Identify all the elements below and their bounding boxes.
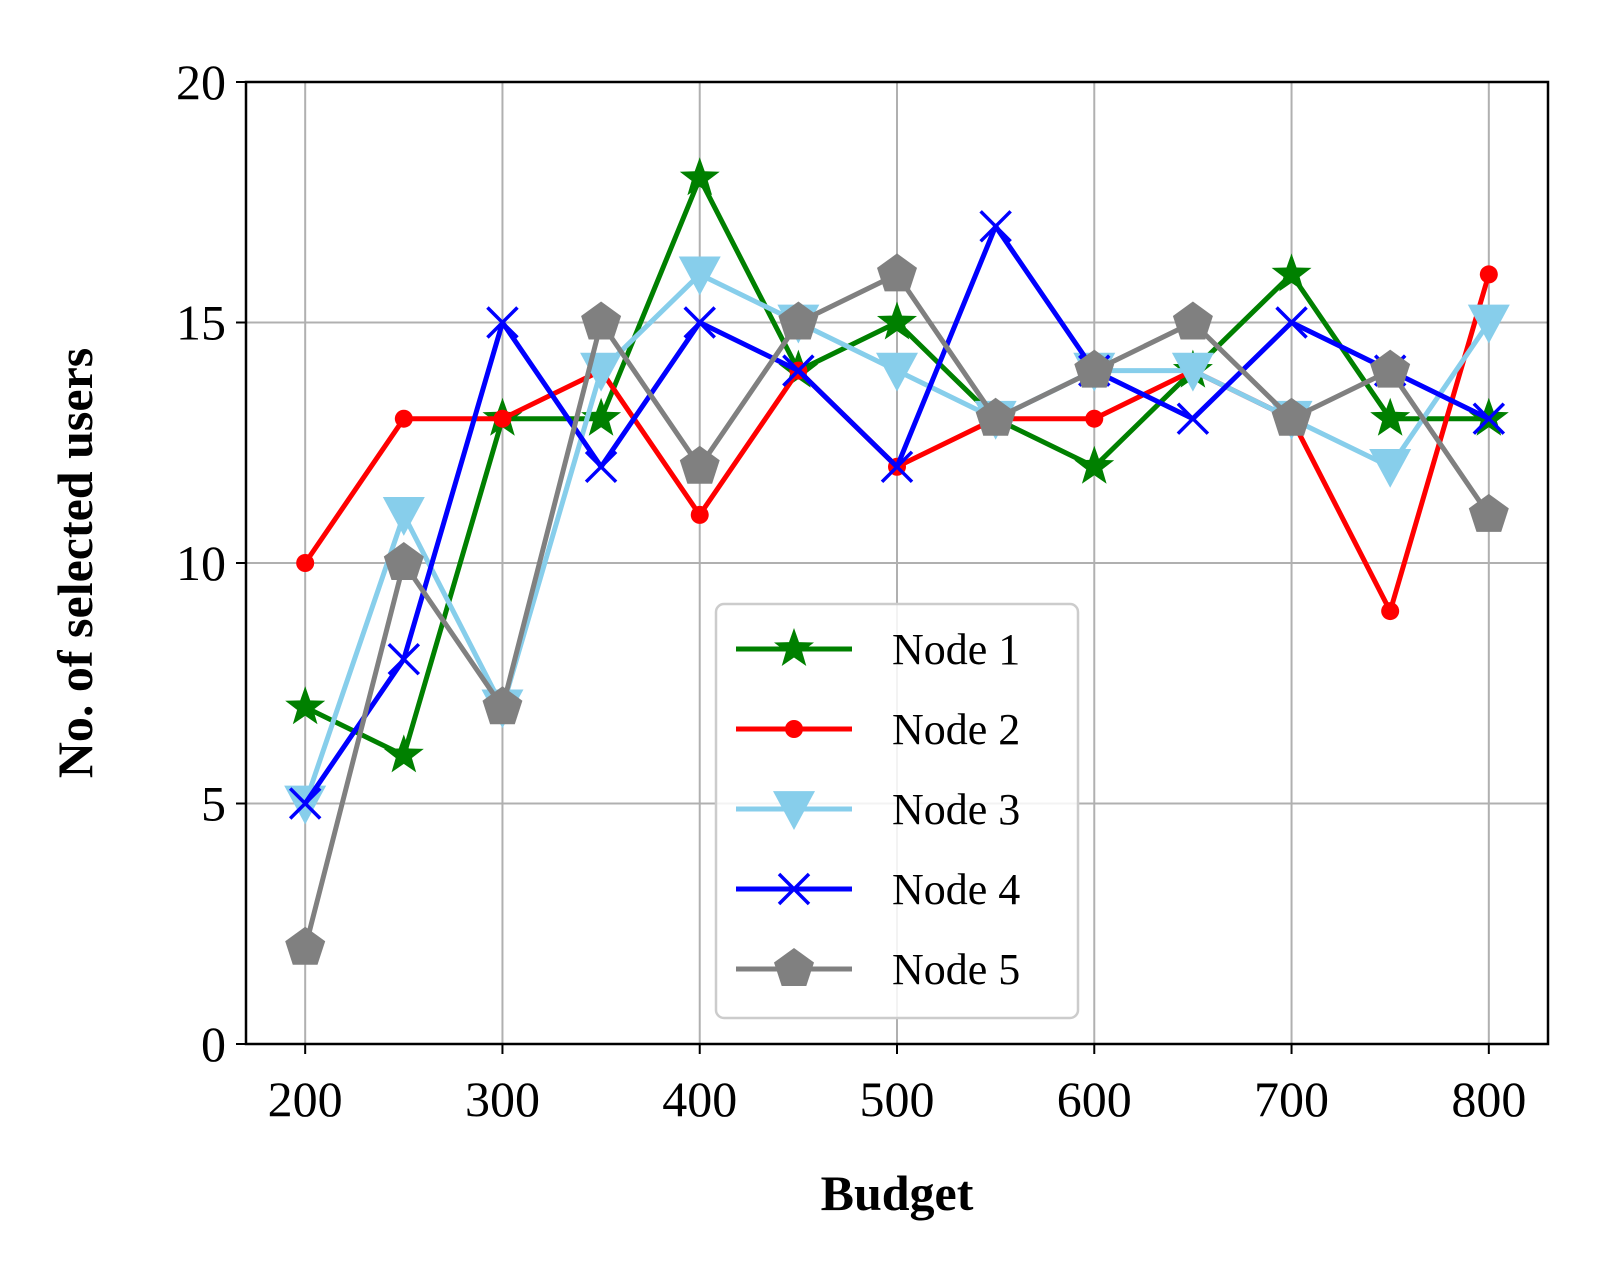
legend-item: Node 5 (736, 945, 1020, 994)
legend-marker (777, 872, 811, 906)
data-point (288, 787, 322, 820)
data-point (975, 397, 1016, 436)
data-point (683, 306, 716, 339)
data-point (383, 734, 424, 773)
legend-label: Node 5 (892, 945, 1020, 994)
legend-item: Node 1 (736, 625, 1020, 674)
data-point (679, 445, 720, 484)
legend-item: Node 3 (736, 785, 1020, 834)
y-axis-title: No. of selected users (47, 348, 103, 778)
data-point (1172, 301, 1213, 340)
data-point (1271, 397, 1312, 436)
legend-marker (774, 628, 814, 666)
data-point (482, 686, 523, 725)
data-point (1271, 253, 1312, 292)
data-point (782, 354, 815, 387)
data-point (778, 301, 819, 340)
data-point (584, 450, 618, 484)
series-layer (284, 157, 1510, 965)
data-point (1381, 602, 1400, 621)
axis-ticks: 200 300 400 500 600 700 800 0 5 10 15 20 (176, 54, 1526, 1127)
data-point (678, 256, 721, 296)
data-point (1467, 304, 1510, 344)
x-tick-label: 300 (465, 1071, 540, 1127)
x-tick-label: 600 (1057, 1071, 1132, 1127)
x-axis-title: Budget (821, 1165, 974, 1221)
data-point (1370, 397, 1411, 436)
legend-label: Node 4 (892, 865, 1020, 914)
y-tick-label: 10 (176, 535, 226, 591)
data-point (387, 642, 421, 676)
data-point (876, 352, 918, 392)
data-point (880, 450, 914, 484)
data-point (1085, 409, 1104, 428)
legend: Node 1 Node 2 Node 3 Node 4 Node 5 (714, 602, 1080, 1020)
data-point (979, 210, 1012, 243)
data-point (486, 306, 519, 339)
x-tick-label: 800 (1451, 1071, 1526, 1127)
data-point (1472, 402, 1506, 435)
data-point (1176, 402, 1210, 435)
legend-marker (774, 948, 814, 986)
data-point (1074, 445, 1115, 484)
legend-label: Node 1 (892, 625, 1020, 674)
data-point (285, 686, 326, 725)
data-point (1468, 493, 1509, 532)
data-point (581, 301, 622, 340)
series-node-5 (285, 253, 1509, 965)
data-point (296, 554, 315, 572)
legend-label: Node 3 (892, 785, 1020, 834)
legend-marker (773, 791, 815, 830)
data-point (877, 301, 917, 340)
legend-marker (785, 720, 803, 738)
data-point (679, 157, 720, 196)
data-point (285, 926, 326, 965)
legend-item: Node 2 (736, 705, 1020, 754)
data-point (1275, 306, 1308, 339)
y-tick-label: 5 (201, 776, 226, 832)
legend-item: Node 4 (736, 865, 1020, 914)
data-point (1369, 448, 1412, 488)
data-point (1479, 265, 1498, 284)
x-tick-label: 400 (662, 1071, 737, 1127)
data-point (1074, 349, 1115, 388)
x-tick-label: 700 (1254, 1071, 1329, 1127)
data-point (382, 497, 425, 536)
x-tick-label: 200 (268, 1071, 343, 1127)
legend-label: Node 2 (892, 705, 1020, 754)
data-point (493, 409, 512, 428)
data-point (581, 397, 622, 436)
data-point (877, 253, 917, 292)
data-point (383, 542, 424, 580)
y-tick-label: 20 (176, 54, 226, 110)
y-tick-label: 0 (201, 1016, 226, 1072)
x-tick-label: 500 (860, 1071, 935, 1127)
legend-box (714, 602, 1080, 1020)
data-point (394, 409, 413, 428)
data-point (1370, 349, 1411, 388)
data-point (1171, 352, 1214, 392)
y-tick-label: 15 (176, 295, 226, 351)
data-point (690, 505, 709, 524)
